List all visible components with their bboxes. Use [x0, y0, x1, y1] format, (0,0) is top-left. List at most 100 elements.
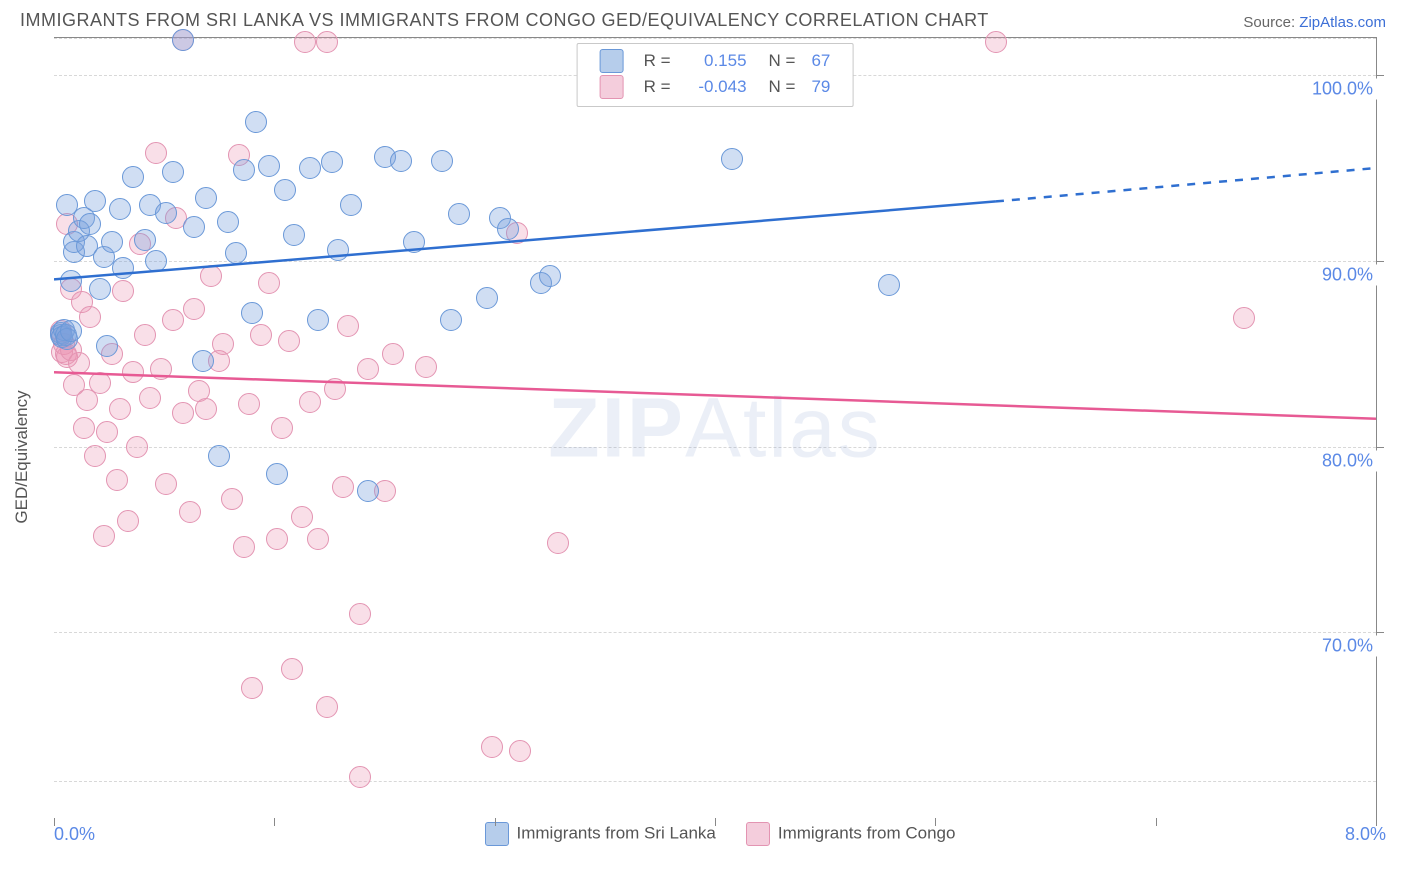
r-value: -0.043 [679, 74, 755, 100]
data-point [179, 501, 201, 523]
data-point [357, 480, 379, 502]
legend-item: Immigrants from Sri Lanka [485, 822, 716, 846]
grid-line [54, 632, 1376, 633]
data-point [299, 157, 321, 179]
x-axis-min-label: 0.0% [54, 824, 95, 845]
legend-swatch [600, 75, 624, 99]
data-point [440, 309, 462, 331]
chart-title: IMMIGRANTS FROM SRI LANKA VS IMMIGRANTS … [20, 10, 989, 31]
data-point [539, 265, 561, 287]
y-tick-label: 80.0% [1318, 450, 1377, 471]
data-point [109, 398, 131, 420]
grid-line [54, 447, 1376, 448]
data-point [332, 476, 354, 498]
data-point [233, 536, 255, 558]
data-point [60, 270, 82, 292]
data-point [481, 736, 503, 758]
data-point [225, 242, 247, 264]
data-point [162, 309, 184, 331]
legend-swatch [485, 822, 509, 846]
data-point [382, 343, 404, 365]
data-point [183, 298, 205, 320]
y-tick-label: 90.0% [1318, 264, 1377, 285]
data-point [192, 350, 214, 372]
data-point [172, 402, 194, 424]
legend-label: Immigrants from Sri Lanka [517, 823, 716, 842]
y-axis-label: GED/Equivalency [12, 390, 32, 523]
data-point [281, 658, 303, 680]
data-point [266, 463, 288, 485]
data-point [985, 31, 1007, 53]
data-point [241, 677, 263, 699]
data-point [60, 320, 82, 342]
data-point [271, 417, 293, 439]
legend-swatch [600, 49, 624, 73]
x-axis-max-label: 8.0% [1345, 824, 1386, 845]
series-legend: Immigrants from Sri Lanka Immigrants from… [485, 822, 956, 846]
data-point [497, 218, 519, 240]
data-point [145, 250, 167, 272]
data-point [172, 29, 194, 51]
data-point [357, 358, 379, 380]
data-point [134, 324, 156, 346]
data-point [321, 151, 343, 173]
data-point [79, 213, 101, 235]
n-label: N = [755, 48, 804, 74]
data-point [96, 421, 118, 443]
data-point [122, 166, 144, 188]
grid-line [54, 38, 1376, 39]
data-point [162, 161, 184, 183]
data-point [139, 387, 161, 409]
data-point [547, 532, 569, 554]
data-point [73, 417, 95, 439]
source-attribution: Source: ZipAtlas.com [1243, 14, 1386, 31]
data-point [101, 231, 123, 253]
data-point [68, 352, 90, 374]
data-point [155, 473, 177, 495]
data-point [245, 111, 267, 133]
scatter-chart: ZIPAtlas 70.0%80.0%90.0%100.0% R =0.155N… [54, 37, 1377, 818]
data-point [476, 287, 498, 309]
data-point [1233, 307, 1255, 329]
data-point [241, 302, 263, 324]
data-point [307, 309, 329, 331]
source-prefix: Source: [1243, 14, 1299, 31]
n-label: N = [755, 74, 804, 100]
source-link[interactable]: ZipAtlas.com [1299, 14, 1386, 31]
data-point [89, 278, 111, 300]
data-point [349, 603, 371, 625]
data-point [509, 740, 531, 762]
data-point [266, 528, 288, 550]
data-point [340, 194, 362, 216]
data-point [217, 211, 239, 233]
data-point [195, 398, 217, 420]
legend-swatch [746, 822, 770, 846]
data-point [403, 231, 425, 253]
data-point [415, 356, 437, 378]
legend-item: Immigrants from Congo [746, 822, 956, 846]
data-point [112, 257, 134, 279]
data-point [721, 148, 743, 170]
data-point [155, 202, 177, 224]
data-point [195, 187, 217, 209]
data-point [221, 488, 243, 510]
data-point [278, 330, 300, 352]
data-point [316, 696, 338, 718]
correlation-legend: R =0.155N =67R =-0.043N =79 [577, 43, 854, 107]
data-point [145, 142, 167, 164]
r-label: R = [636, 74, 679, 100]
grid-line [54, 261, 1376, 262]
data-point [291, 506, 313, 528]
data-point [274, 179, 296, 201]
y-tick-label: 100.0% [1308, 79, 1377, 100]
data-point [122, 361, 144, 383]
data-point [307, 528, 329, 550]
data-point [183, 216, 205, 238]
data-point [431, 150, 453, 172]
data-point [96, 335, 118, 357]
data-point [109, 198, 131, 220]
r-label: R = [636, 48, 679, 74]
data-point [878, 274, 900, 296]
data-point [283, 224, 305, 246]
data-point [79, 306, 101, 328]
